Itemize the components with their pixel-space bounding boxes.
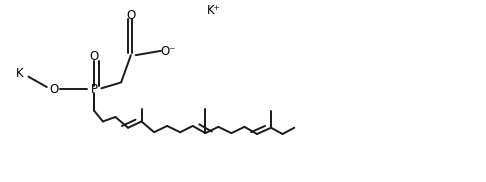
Text: K: K: [16, 68, 23, 80]
Text: O: O: [49, 83, 58, 96]
Text: K⁺: K⁺: [207, 4, 221, 17]
Text: O: O: [89, 50, 99, 64]
Text: O: O: [126, 9, 136, 22]
Text: O⁻: O⁻: [160, 45, 176, 58]
Text: P: P: [91, 83, 98, 96]
